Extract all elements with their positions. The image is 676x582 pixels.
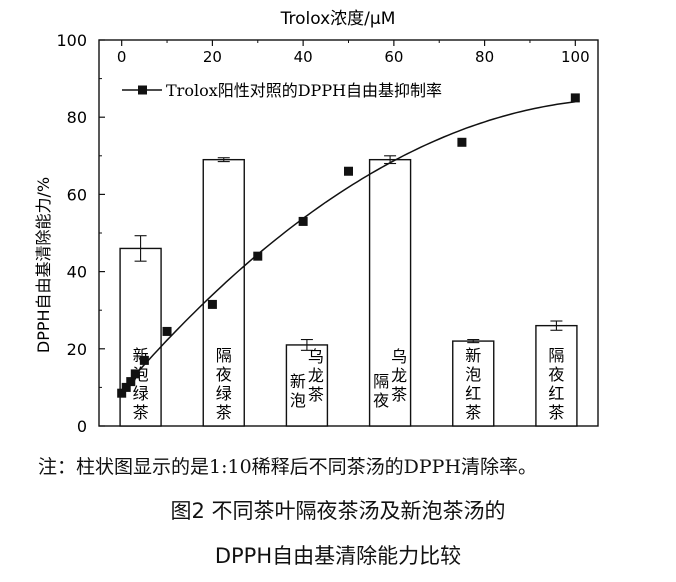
bar-label: 新泡乌龙茶 bbox=[290, 347, 324, 410]
bar-label: 新泡红茶 bbox=[465, 346, 481, 422]
bar bbox=[452, 340, 495, 427]
bar bbox=[119, 247, 162, 427]
scatter-point bbox=[139, 355, 149, 365]
scatter-point bbox=[298, 216, 308, 226]
fit-curve bbox=[121, 101, 576, 391]
figure-caption-line2: DPPH自由基清除能力比较 bbox=[214, 544, 462, 568]
scatter-point bbox=[126, 377, 136, 387]
y-tick-label: 40 bbox=[67, 263, 87, 282]
scatter-point bbox=[207, 299, 217, 309]
y-tick-label: 0 bbox=[77, 417, 87, 436]
legend-label: Trolox阳性对照的DPPH自由基抑制率 bbox=[166, 81, 442, 100]
bar-label: 隔夜绿茶 bbox=[216, 346, 232, 422]
y-axis-title: DPPH自由基清除能力/% bbox=[34, 177, 53, 353]
scatter-point bbox=[162, 326, 172, 336]
y-tick-label: 100 bbox=[56, 31, 87, 50]
bar-label: 隔夜乌龙茶 bbox=[373, 347, 407, 410]
bar bbox=[535, 324, 578, 427]
scatter-point bbox=[457, 137, 467, 147]
scatter-point bbox=[570, 93, 580, 103]
legend-marker bbox=[138, 85, 147, 95]
bar bbox=[285, 344, 329, 427]
scatter-point bbox=[121, 382, 131, 392]
top-tick-label: 100 bbox=[561, 48, 590, 66]
y-tick-label: 20 bbox=[67, 340, 87, 359]
top-tick-label: 80 bbox=[475, 48, 494, 66]
scatter-point bbox=[344, 166, 353, 176]
figure-caption-line1: 图2 不同茶叶隔夜茶汤及新泡茶汤的 bbox=[170, 499, 506, 523]
chart: Trolox浓度/μM DPPH自由基清除能力/% 0 20 40 60 80 100 0 2… bbox=[34, 9, 599, 436]
scatter-point bbox=[117, 388, 127, 398]
top-tick-label: 20 bbox=[203, 48, 222, 66]
top-tick-label: 60 bbox=[384, 48, 403, 66]
y-tick-label: 60 bbox=[67, 185, 87, 204]
bar-label: 隔夜红茶 bbox=[548, 346, 564, 422]
scatter-point bbox=[253, 251, 263, 261]
top-tick-label: 0 bbox=[117, 48, 127, 66]
footnote: 注：柱状图显示的是1:10稀释后不同茶汤的DPPH清除率。 bbox=[38, 456, 538, 478]
y-tick-label: 80 bbox=[67, 108, 87, 127]
top-axis-title: Trolox浓度/μM bbox=[280, 9, 396, 29]
scatter-point bbox=[130, 369, 140, 379]
bar bbox=[202, 158, 245, 427]
top-tick-label: 40 bbox=[294, 48, 313, 66]
